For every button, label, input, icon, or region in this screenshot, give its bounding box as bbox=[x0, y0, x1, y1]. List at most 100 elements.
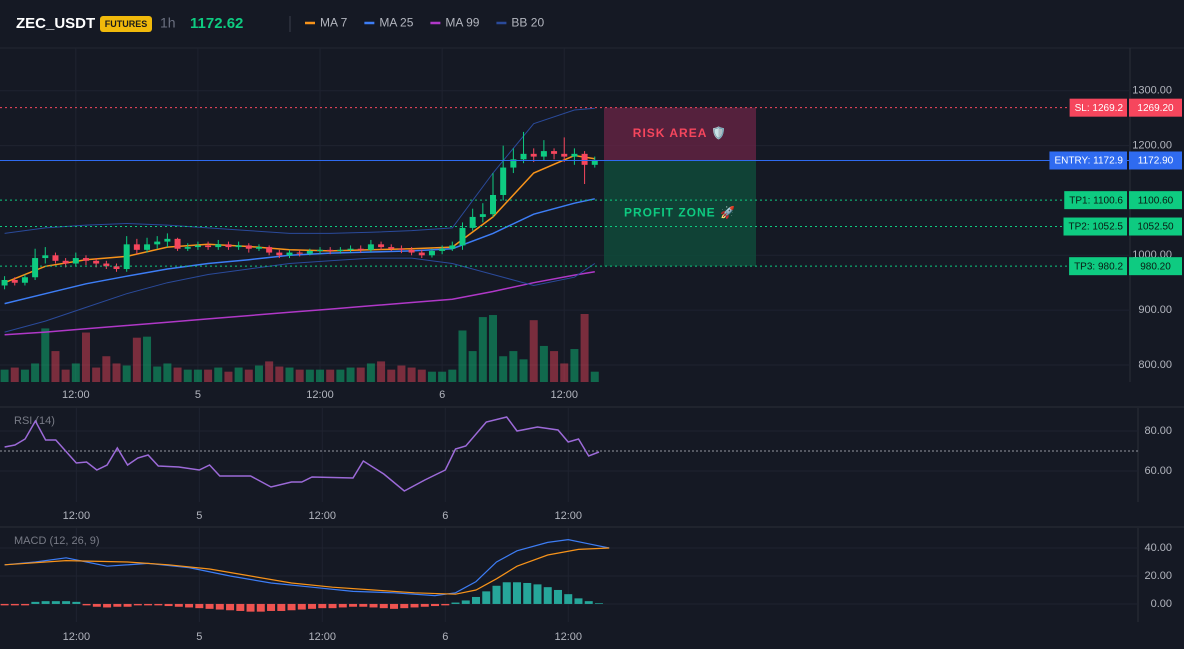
histogram-bar bbox=[41, 601, 50, 604]
histogram-bar bbox=[62, 601, 71, 604]
histogram-bar bbox=[461, 600, 470, 604]
badge: FUTURES bbox=[105, 19, 148, 29]
candle-body bbox=[225, 244, 232, 248]
price-label: 1269.20 bbox=[1137, 103, 1174, 114]
histogram-bar bbox=[492, 585, 501, 604]
candle-body bbox=[266, 247, 273, 253]
candle-body bbox=[72, 258, 79, 264]
volume-bar bbox=[265, 361, 274, 382]
volume-bar bbox=[316, 369, 325, 382]
profit-zone bbox=[604, 160, 756, 267]
volume-bar bbox=[214, 367, 223, 382]
histogram-bar bbox=[0, 603, 9, 606]
candle-body bbox=[62, 260, 69, 264]
histogram-bar bbox=[154, 603, 163, 606]
candle-body bbox=[561, 153, 568, 157]
volume-bar bbox=[0, 369, 9, 382]
candle-body bbox=[479, 214, 486, 217]
histogram-bar bbox=[338, 603, 347, 608]
candle-body bbox=[32, 258, 39, 278]
volume-bar bbox=[132, 337, 141, 382]
volume-bar bbox=[224, 371, 233, 382]
volume-bar bbox=[417, 369, 426, 382]
price-label: 980.20 bbox=[1140, 261, 1171, 272]
histogram-bar bbox=[277, 603, 286, 611]
candle-body bbox=[194, 245, 201, 248]
candle-body bbox=[520, 153, 527, 160]
volume-bar bbox=[71, 363, 80, 382]
histogram-bar bbox=[174, 603, 183, 607]
volume-bar bbox=[305, 369, 314, 382]
volume-bar bbox=[427, 371, 436, 382]
legend-label: MA 99 bbox=[445, 16, 479, 30]
histogram-bar bbox=[482, 591, 491, 604]
symbol: ZEC_USDT bbox=[16, 15, 95, 32]
volume-bar bbox=[580, 314, 589, 382]
volume-bar bbox=[51, 351, 60, 382]
candle-body bbox=[235, 245, 242, 248]
candle-body bbox=[581, 153, 588, 165]
histogram-bar bbox=[31, 601, 40, 604]
y-tick-label: 900.00 bbox=[1138, 304, 1172, 316]
candle-body bbox=[398, 248, 405, 250]
y-tick-label: 0.00 bbox=[1151, 598, 1172, 610]
candle-body bbox=[205, 245, 212, 248]
price-label: 1172.90 bbox=[1138, 156, 1174, 167]
y-tick-label: 1300.00 bbox=[1132, 85, 1172, 97]
candle-body bbox=[378, 244, 385, 248]
histogram-bar bbox=[144, 603, 153, 606]
bb-upper bbox=[4, 107, 595, 234]
volume-bar bbox=[550, 351, 559, 382]
x-tick-label: 12:00 bbox=[550, 389, 578, 401]
volume-bar bbox=[275, 366, 284, 382]
candle-body bbox=[164, 238, 171, 242]
volume-bar bbox=[397, 365, 406, 382]
candle-body bbox=[93, 260, 100, 264]
candle-body bbox=[11, 279, 18, 283]
x-tick-label: 5 bbox=[196, 510, 202, 522]
volume-bar bbox=[356, 367, 365, 382]
volume-bar bbox=[143, 336, 152, 382]
candle-body bbox=[510, 159, 517, 168]
histogram-bar bbox=[553, 589, 562, 604]
candle-body bbox=[123, 244, 130, 270]
candle-body bbox=[174, 238, 181, 249]
candle-body bbox=[530, 153, 537, 157]
histogram-bar bbox=[410, 603, 419, 608]
macd-line bbox=[4, 538, 610, 597]
candle-body bbox=[571, 153, 578, 157]
candle-body bbox=[286, 252, 293, 256]
x-tick-label: 12:00 bbox=[554, 631, 582, 643]
y-tick-label: 80.00 bbox=[1144, 425, 1172, 437]
level-tag bbox=[1063, 217, 1127, 236]
x-tick-label: 12:00 bbox=[309, 631, 337, 643]
macd-line bbox=[4, 547, 610, 595]
x-tick-label: 5 bbox=[196, 631, 202, 643]
candle-body bbox=[255, 247, 262, 249]
volume-bar bbox=[346, 367, 355, 382]
badge-bg bbox=[100, 16, 152, 32]
x-tick-label: 6 bbox=[442, 510, 448, 522]
histogram-bar bbox=[82, 603, 91, 606]
level-tag bbox=[1049, 151, 1127, 170]
volume-bar bbox=[61, 369, 70, 382]
x-tick-label: 12:00 bbox=[63, 631, 91, 643]
volume-bar bbox=[153, 366, 162, 382]
candle-body bbox=[21, 277, 28, 283]
level-label: ENTRY: 1172.9 bbox=[1054, 156, 1123, 167]
candle-body bbox=[459, 227, 466, 246]
rsi-line bbox=[4, 416, 600, 492]
legend-label: BB 20 bbox=[511, 16, 544, 30]
volume-bar bbox=[570, 349, 579, 382]
histogram-bar bbox=[123, 603, 132, 607]
volume-bar bbox=[366, 363, 375, 382]
candle-body bbox=[357, 248, 364, 250]
candle-body bbox=[144, 244, 151, 250]
volume-bar bbox=[377, 361, 386, 382]
candle-body bbox=[500, 167, 507, 195]
x-tick-label: 6 bbox=[442, 631, 448, 643]
legend-label: MA 25 bbox=[379, 16, 413, 30]
histogram-bar bbox=[441, 603, 450, 606]
